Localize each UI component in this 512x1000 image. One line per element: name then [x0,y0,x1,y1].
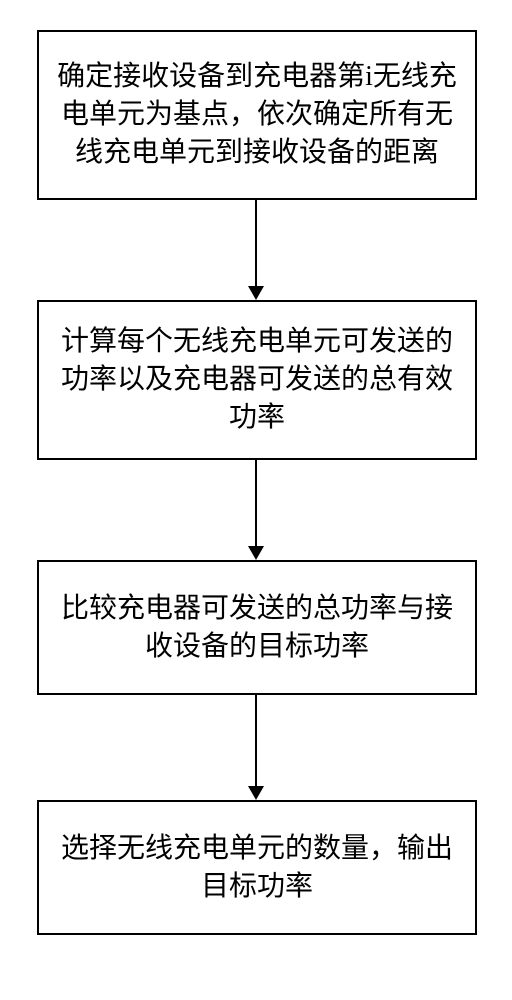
flow-node-select-output: 选择无线充电单元的数量，输出目标功率 [37,800,477,935]
flow-node-determine-distance: 确定接收设备到充电器第i无线充电单元为基点，依次确定所有无线充电单元到接收设备的… [37,30,477,200]
flow-node-label: 比较充电器可发送的总功率与接收设备的目标功率 [53,590,461,666]
arrow-head-icon [248,786,264,800]
arrow-shaft [255,200,257,286]
flow-node-label: 选择无线充电单元的数量，输出目标功率 [53,830,461,906]
flow-node-compare-power: 比较充电器可发送的总功率与接收设备的目标功率 [37,560,477,695]
arrow-head-icon [248,546,264,560]
flow-node-calculate-power: 计算每个无线充电单元可发送的功率以及充电器可发送的总有效功率 [37,300,477,460]
arrow-shaft [255,695,257,786]
arrow-shaft [255,460,257,546]
flow-node-label: 计算每个无线充电单元可发送的功率以及充电器可发送的总有效功率 [53,323,461,436]
flow-node-label: 确定接收设备到充电器第i无线充电单元为基点，依次确定所有无线充电单元到接收设备的… [53,58,461,171]
arrow-head-icon [248,286,264,300]
flowchart-canvas: 确定接收设备到充电器第i无线充电单元为基点，依次确定所有无线充电单元到接收设备的… [0,0,512,1000]
